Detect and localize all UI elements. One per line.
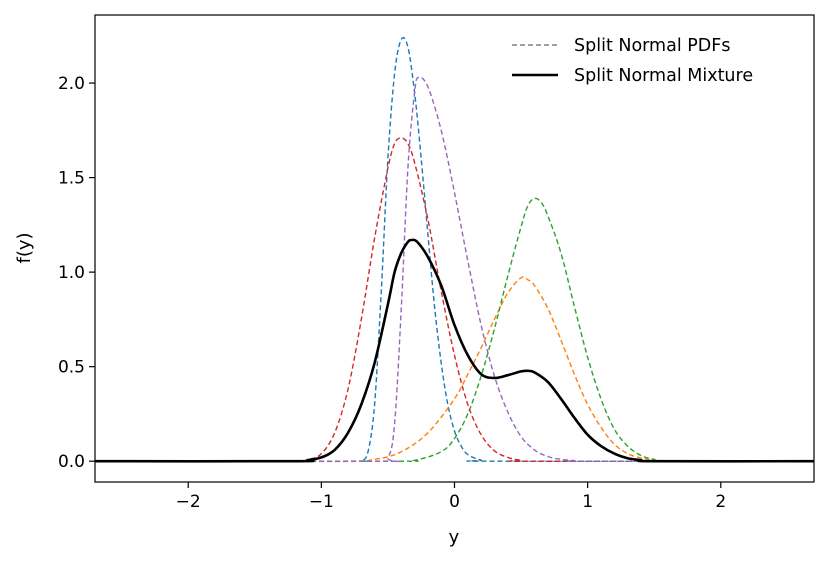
- x-axis-label: y: [449, 527, 460, 548]
- pdf-curve-4: [95, 137, 814, 463]
- legend-label-pdfs: Split Normal PDFs: [574, 36, 730, 56]
- x-tick-label: −2: [176, 492, 201, 512]
- plot-area: [95, 36, 814, 463]
- x-tick-label: 2: [715, 492, 726, 512]
- y-tick-label: 1.0: [58, 263, 85, 283]
- pdf-curve-1: [95, 36, 814, 462]
- x-axis-ticks: −2 −1 0 1 2: [176, 482, 726, 512]
- pdf-curve-3: [95, 197, 814, 463]
- y-axis-ticks: 0.0 0.5 1.0 1.5 2.0: [58, 74, 95, 472]
- y-tick-label: 0.0: [58, 452, 85, 472]
- x-tick-label: −1: [309, 492, 334, 512]
- x-tick-label: 1: [582, 492, 593, 512]
- y-tick-label: 0.5: [58, 358, 85, 378]
- pdf-curve-2: [95, 276, 814, 463]
- pdf-curve-5: [95, 76, 814, 463]
- legend-label-mixture: Split Normal Mixture: [574, 66, 753, 86]
- plot-frame: [94, 14, 815, 483]
- y-tick-label: 2.0: [58, 74, 85, 94]
- x-tick-label: 0: [449, 492, 460, 512]
- legend: Split Normal PDFs Split Normal Mixture: [512, 36, 753, 86]
- mixture-curve: [95, 238, 814, 463]
- y-tick-label: 1.5: [58, 169, 85, 189]
- y-axis-label: f(y): [14, 232, 35, 263]
